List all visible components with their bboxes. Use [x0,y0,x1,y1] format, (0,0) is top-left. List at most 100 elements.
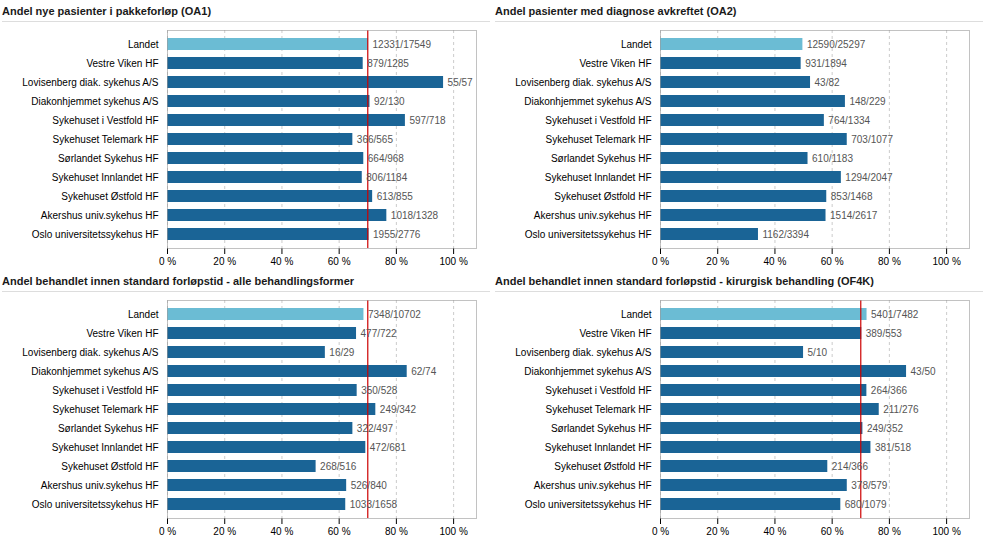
svg-text:350/528: 350/528 [361,385,398,396]
svg-text:610/1183: 610/1183 [812,153,853,164]
svg-text:40 %: 40 % [764,526,787,537]
svg-text:40 %: 40 % [764,256,787,267]
svg-text:Oslo universitetssykehus HF: Oslo universitetssykehus HF [32,499,159,510]
svg-text:389/553: 389/553 [866,328,903,339]
svg-text:931/1894: 931/1894 [805,58,847,69]
svg-text:20 %: 20 % [213,526,236,537]
svg-text:Landet: Landet [621,309,652,320]
svg-text:680/1079: 680/1079 [845,499,887,510]
svg-text:0 %: 0 % [652,526,669,537]
svg-text:264/366: 264/366 [871,385,908,396]
svg-text:Landet: Landet [128,39,159,50]
svg-text:526/840: 526/840 [351,480,388,491]
svg-text:703/1077: 703/1077 [851,134,893,145]
svg-text:Oslo universitetssykehus HF: Oslo universitetssykehus HF [525,229,652,240]
svg-text:268/516: 268/516 [320,461,357,472]
svg-text:Landet: Landet [621,39,652,50]
svg-text:43/82: 43/82 [815,77,840,88]
svg-text:Sykehuset Østfold HF: Sykehuset Østfold HF [61,461,158,472]
svg-text:Sykehuset i Vestfold HF: Sykehuset i Vestfold HF [52,385,158,396]
svg-text:Sykehuset i Vestfold HF: Sykehuset i Vestfold HF [545,115,651,126]
svg-text:1294/2047: 1294/2047 [845,172,893,183]
svg-text:Lovisenberg diak. sykehus A/S: Lovisenberg diak. sykehus A/S [515,77,652,88]
svg-text:378/579: 378/579 [851,480,888,491]
svg-text:60 %: 60 % [328,256,351,267]
svg-text:Diakonhjemmet sykehus A/S: Diakonhjemmet sykehus A/S [31,366,159,377]
svg-text:Diakonhjemmet sykehus A/S: Diakonhjemmet sykehus A/S [31,96,159,107]
svg-text:Sykehuset Telemark HF: Sykehuset Telemark HF [53,134,159,145]
svg-text:20 %: 20 % [706,526,729,537]
svg-text:12590/25297: 12590/25297 [807,39,866,50]
svg-text:0 %: 0 % [159,526,176,537]
svg-text:20 %: 20 % [706,256,729,267]
svg-text:Sykehuset i Vestfold HF: Sykehuset i Vestfold HF [545,385,651,396]
svg-text:60 %: 60 % [328,526,351,537]
svg-text:148/229: 148/229 [849,96,886,107]
svg-text:1955/2776: 1955/2776 [373,229,421,240]
svg-text:Sørlandet Sykehus HF: Sørlandet Sykehus HF [58,153,159,164]
svg-text:879/1285: 879/1285 [367,58,409,69]
svg-text:43/50: 43/50 [911,366,936,377]
svg-text:Lovisenberg diak. sykehus A/S: Lovisenberg diak. sykehus A/S [22,347,159,358]
svg-text:40 %: 40 % [271,526,294,537]
svg-text:5401/7482: 5401/7482 [871,309,919,320]
svg-text:806/1184: 806/1184 [366,172,407,183]
svg-text:Landet: Landet [128,309,159,320]
svg-text:Sykehuset Innlandet HF: Sykehuset Innlandet HF [52,442,159,453]
svg-text:597/718: 597/718 [409,115,446,126]
svg-text:62/74: 62/74 [411,366,436,377]
svg-text:5/10: 5/10 [808,347,828,358]
svg-text:477/722: 477/722 [361,328,398,339]
svg-text:Sykehuset i Vestfold HF: Sykehuset i Vestfold HF [52,115,158,126]
svg-text:Sørlandet Sykehus HF: Sørlandet Sykehus HF [551,423,652,434]
svg-text:764/1334: 764/1334 [828,115,870,126]
svg-text:92/130: 92/130 [374,96,405,107]
svg-text:20 %: 20 % [213,256,236,267]
svg-text:Sykehuset Østfold HF: Sykehuset Østfold HF [61,191,158,202]
svg-text:Vestre Viken HF: Vestre Viken HF [579,58,651,69]
svg-text:Sykehuset Telemark HF: Sykehuset Telemark HF [546,404,652,415]
svg-text:16/29: 16/29 [329,347,354,358]
svg-text:Lovisenberg diak. sykehus A/S: Lovisenberg diak. sykehus A/S [515,347,652,358]
svg-text:12331/17549: 12331/17549 [373,39,432,50]
svg-text:613/855: 613/855 [377,191,414,202]
svg-text:80 %: 80 % [878,526,901,537]
svg-text:211/276: 211/276 [883,404,919,415]
svg-text:Sykehuset Telemark HF: Sykehuset Telemark HF [546,134,652,145]
svg-text:322/497: 322/497 [357,423,394,434]
svg-text:Sykehuset Østfold HF: Sykehuset Østfold HF [554,461,651,472]
svg-text:Sykehuset Østfold HF: Sykehuset Østfold HF [554,191,651,202]
svg-text:853/1468: 853/1468 [831,191,873,202]
svg-text:80 %: 80 % [878,256,901,267]
svg-text:Sykehuset Innlandet HF: Sykehuset Innlandet HF [545,172,652,183]
svg-text:Vestre Viken HF: Vestre Viken HF [86,328,158,339]
svg-text:664/968: 664/968 [368,153,405,164]
svg-text:Sykehuset Innlandet HF: Sykehuset Innlandet HF [545,442,652,453]
svg-text:80 %: 80 % [385,526,408,537]
svg-text:60 %: 60 % [821,526,844,537]
svg-text:Vestre Viken HF: Vestre Viken HF [86,58,158,69]
svg-text:40 %: 40 % [271,256,294,267]
svg-text:Oslo universitetssykehus HF: Oslo universitetssykehus HF [525,499,652,510]
svg-text:100 %: 100 % [932,526,960,537]
svg-text:Sørlandet Sykehus HF: Sørlandet Sykehus HF [58,423,159,434]
svg-text:7348/10702: 7348/10702 [368,309,421,320]
svg-text:80 %: 80 % [385,256,408,267]
svg-text:214/366: 214/366 [832,461,869,472]
svg-text:Sørlandet Sykehus HF: Sørlandet Sykehus HF [551,153,652,164]
svg-text:Sykehuset Telemark HF: Sykehuset Telemark HF [53,404,159,415]
svg-text:366/565: 366/565 [357,134,394,145]
svg-text:100 %: 100 % [932,256,960,267]
svg-text:249/342: 249/342 [380,404,417,415]
svg-text:100 %: 100 % [439,526,467,537]
svg-text:Diakonhjemmet sykehus A/S: Diakonhjemmet sykehus A/S [524,96,652,107]
svg-text:Akershus univ.sykehus HF: Akershus univ.sykehus HF [534,210,652,221]
svg-text:60 %: 60 % [821,256,844,267]
svg-text:1162/3394: 1162/3394 [762,229,809,240]
svg-text:1514/2617: 1514/2617 [830,210,878,221]
svg-text:381/518: 381/518 [875,442,912,453]
svg-text:249/352: 249/352 [867,423,904,434]
svg-text:Sykehuset Innlandet HF: Sykehuset Innlandet HF [52,172,159,183]
svg-text:Akershus univ.sykehus HF: Akershus univ.sykehus HF [41,480,159,491]
svg-text:55/57: 55/57 [448,77,473,88]
